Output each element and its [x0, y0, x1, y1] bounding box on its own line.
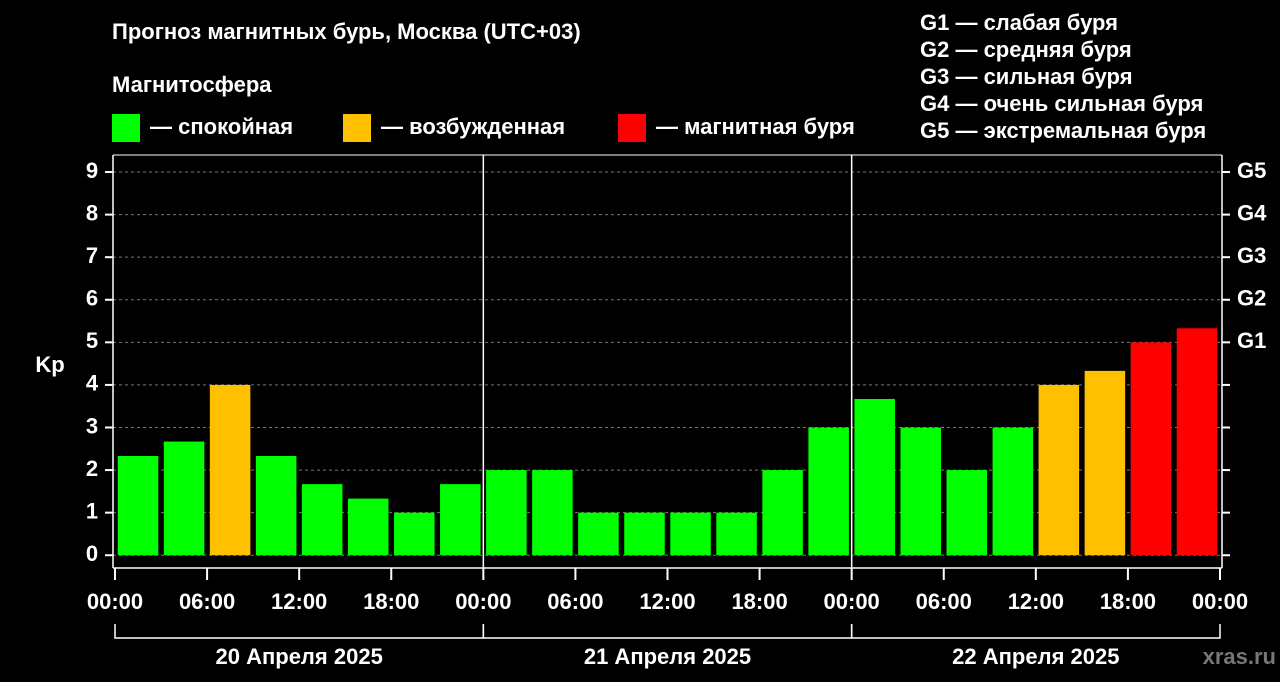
- y2-tick-label: G3: [1237, 243, 1266, 268]
- bar: [117, 456, 159, 556]
- y2-tick-label: G5: [1237, 158, 1266, 183]
- y-tick-label: 9: [86, 158, 98, 183]
- bar: [578, 512, 619, 556]
- bar: [808, 427, 849, 556]
- x-tick-label: 12:00: [639, 589, 695, 614]
- x-tick-label: 06:00: [916, 589, 972, 614]
- y-tick-label: 0: [86, 541, 98, 566]
- bar: [992, 427, 1034, 556]
- bar: [1176, 328, 1218, 556]
- x-tick-label: 06:00: [179, 589, 235, 614]
- bar: [394, 512, 435, 556]
- bar: [1038, 384, 1080, 556]
- x-tick-label: 18:00: [1100, 589, 1156, 614]
- y-tick-label: 8: [86, 200, 98, 225]
- bar: [946, 470, 988, 556]
- y-axis-label: Kp: [35, 352, 64, 377]
- bar: [670, 512, 711, 556]
- bar: [762, 470, 803, 556]
- legend-swatch: [112, 114, 140, 142]
- day-label: 20 Апреля 2025: [216, 644, 383, 669]
- day-label: 22 Апреля 2025: [952, 644, 1119, 669]
- bar: [532, 470, 573, 556]
- legend-label: — магнитная буря: [656, 114, 855, 139]
- y-tick-label: 1: [86, 498, 98, 523]
- legend-title: Магнитосфера: [112, 72, 272, 97]
- legend-label: — спокойная: [150, 114, 293, 139]
- legend-swatch: [343, 114, 371, 142]
- x-tick-label: 00:00: [87, 589, 143, 614]
- bar: [255, 456, 297, 556]
- x-tick-label: 00:00: [824, 589, 880, 614]
- watermark: xras.ru: [1203, 644, 1276, 669]
- legend-label: — возбужденная: [381, 114, 565, 139]
- storm-level: G5 — экстремальная буря: [920, 118, 1206, 143]
- x-tick-label: 06:00: [547, 589, 603, 614]
- x-tick-label: 00:00: [455, 589, 511, 614]
- bar: [163, 441, 205, 556]
- bar: [347, 498, 389, 556]
- day-bracket: [850, 624, 1221, 639]
- chart-title: Прогноз магнитных бурь, Москва (UTC+03): [112, 19, 581, 44]
- y-tick-label: 3: [86, 413, 98, 438]
- day-label: 21 Апреля 2025: [584, 644, 751, 669]
- y2-tick-label: G1: [1237, 328, 1266, 353]
- y-tick-label: 4: [86, 371, 99, 396]
- y-tick-label: 2: [86, 456, 98, 481]
- bar: [716, 512, 757, 556]
- storm-level: G2 — средняя буря: [920, 37, 1132, 62]
- x-tick-label: 18:00: [363, 589, 419, 614]
- storm-level: G1 — слабая буря: [920, 10, 1118, 35]
- y-tick-label: 6: [86, 286, 98, 311]
- bar: [900, 427, 941, 556]
- bar: [624, 512, 665, 556]
- bar: [1084, 370, 1126, 556]
- legend-swatch: [618, 114, 646, 142]
- bar: [1130, 342, 1172, 556]
- y-tick-label: 5: [86, 328, 98, 353]
- storm-level: G3 — сильная буря: [920, 64, 1133, 89]
- bar: [209, 384, 251, 556]
- bar: [486, 470, 527, 556]
- x-tick-label: 00:00: [1192, 589, 1248, 614]
- y-tick-label: 7: [86, 243, 98, 268]
- bar: [440, 484, 481, 556]
- x-tick-label: 12:00: [1008, 589, 1064, 614]
- bar: [301, 484, 343, 556]
- storm-level: G4 — очень сильная буря: [920, 91, 1203, 116]
- bar: [854, 398, 895, 556]
- y2-tick-label: G2: [1237, 286, 1266, 311]
- y2-tick-label: G4: [1237, 200, 1267, 225]
- x-tick-label: 12:00: [271, 589, 327, 614]
- x-tick-label: 18:00: [731, 589, 787, 614]
